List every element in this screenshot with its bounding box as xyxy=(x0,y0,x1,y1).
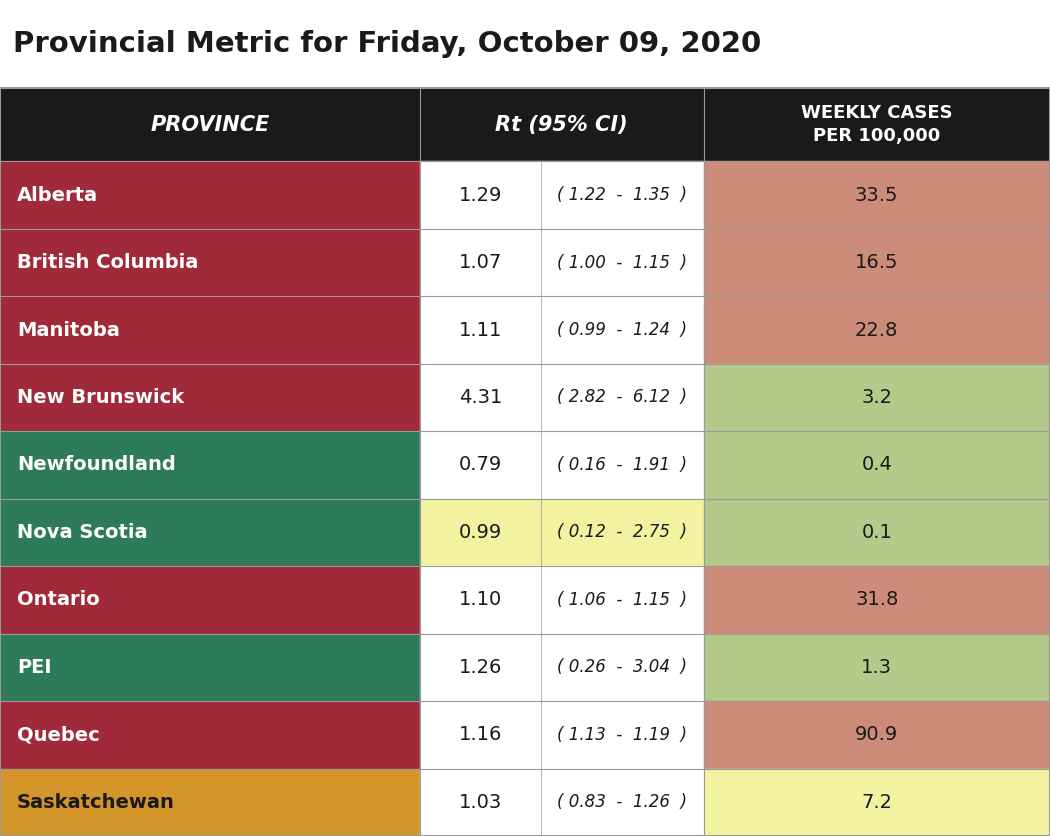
Text: 0.99: 0.99 xyxy=(459,522,502,542)
Bar xyxy=(704,498,1050,566)
Bar xyxy=(704,566,1050,634)
Bar xyxy=(0,634,420,701)
Text: 1.10: 1.10 xyxy=(459,590,502,609)
Bar xyxy=(541,364,704,431)
Bar xyxy=(541,634,704,701)
Bar xyxy=(420,364,541,431)
Text: ( 1.22  -  1.35  ): ( 1.22 - 1.35 ) xyxy=(558,186,687,204)
Text: 1.29: 1.29 xyxy=(459,186,502,205)
Text: PEI: PEI xyxy=(17,658,51,677)
Bar xyxy=(704,768,1050,836)
Text: 1.03: 1.03 xyxy=(459,793,502,812)
Bar xyxy=(0,364,420,431)
Text: 1.07: 1.07 xyxy=(459,253,502,272)
Text: 1.16: 1.16 xyxy=(459,726,502,744)
Text: ( 0.26  -  3.04  ): ( 0.26 - 3.04 ) xyxy=(558,658,687,676)
Bar xyxy=(0,296,420,364)
Text: Saskatchewan: Saskatchewan xyxy=(17,793,174,812)
Text: New Brunswick: New Brunswick xyxy=(17,388,184,407)
Bar xyxy=(420,229,541,296)
Text: 0.79: 0.79 xyxy=(459,456,502,475)
Text: Nova Scotia: Nova Scotia xyxy=(17,522,147,542)
Bar xyxy=(420,768,541,836)
Text: Rt (95% CI): Rt (95% CI) xyxy=(496,115,628,135)
Bar xyxy=(541,296,704,364)
Bar xyxy=(541,161,704,229)
Bar xyxy=(0,0,1050,88)
Text: ( 1.00  -  1.15  ): ( 1.00 - 1.15 ) xyxy=(558,253,687,272)
Text: 4.31: 4.31 xyxy=(459,388,502,407)
Text: ( 0.16  -  1.91  ): ( 0.16 - 1.91 ) xyxy=(558,456,687,474)
Text: 1.11: 1.11 xyxy=(459,320,502,339)
Bar xyxy=(420,161,541,229)
Bar xyxy=(420,634,541,701)
Bar xyxy=(0,498,420,566)
Bar xyxy=(541,768,704,836)
Bar xyxy=(704,364,1050,431)
Text: ( 1.06  -  1.15  ): ( 1.06 - 1.15 ) xyxy=(558,591,687,609)
Bar xyxy=(0,161,420,229)
Bar xyxy=(420,498,541,566)
Text: ( 1.13  -  1.19  ): ( 1.13 - 1.19 ) xyxy=(558,726,687,744)
Bar xyxy=(541,431,704,498)
Bar xyxy=(420,431,541,498)
Text: Manitoba: Manitoba xyxy=(17,320,120,339)
Text: 1.26: 1.26 xyxy=(459,658,502,677)
Text: 33.5: 33.5 xyxy=(855,186,899,205)
Bar xyxy=(541,498,704,566)
Bar xyxy=(0,88,1050,161)
Text: 31.8: 31.8 xyxy=(855,590,899,609)
Bar xyxy=(704,229,1050,296)
Text: Alberta: Alberta xyxy=(17,186,98,205)
Text: 1.3: 1.3 xyxy=(861,658,892,677)
Bar xyxy=(420,566,541,634)
Text: 16.5: 16.5 xyxy=(855,253,899,272)
Bar xyxy=(704,431,1050,498)
Text: British Columbia: British Columbia xyxy=(17,253,198,272)
Text: Quebec: Quebec xyxy=(17,726,100,744)
Text: 22.8: 22.8 xyxy=(855,320,899,339)
Bar xyxy=(704,296,1050,364)
Bar xyxy=(420,701,541,768)
Text: 0.4: 0.4 xyxy=(861,456,892,475)
Text: PROVINCE: PROVINCE xyxy=(150,115,270,135)
Bar xyxy=(704,634,1050,701)
Bar xyxy=(541,701,704,768)
Text: ( 2.82  -  6.12  ): ( 2.82 - 6.12 ) xyxy=(558,389,687,406)
Bar xyxy=(704,161,1050,229)
Bar xyxy=(541,229,704,296)
Text: WEEKLY CASES
PER 100,000: WEEKLY CASES PER 100,000 xyxy=(801,104,952,145)
Text: Provincial Metric for Friday, October 09, 2020: Provincial Metric for Friday, October 09… xyxy=(13,30,761,58)
Bar xyxy=(0,566,420,634)
Bar xyxy=(0,701,420,768)
Text: 0.1: 0.1 xyxy=(861,522,892,542)
Text: ( 0.99  -  1.24  ): ( 0.99 - 1.24 ) xyxy=(558,321,687,339)
Bar xyxy=(0,768,420,836)
Bar xyxy=(0,229,420,296)
Text: 3.2: 3.2 xyxy=(861,388,892,407)
Text: ( 0.83  -  1.26  ): ( 0.83 - 1.26 ) xyxy=(558,793,687,811)
Bar xyxy=(0,88,1050,836)
Bar xyxy=(541,566,704,634)
Text: 7.2: 7.2 xyxy=(861,793,892,812)
Text: Ontario: Ontario xyxy=(17,590,100,609)
Text: Newfoundland: Newfoundland xyxy=(17,456,175,475)
Bar xyxy=(420,296,541,364)
Bar xyxy=(0,431,420,498)
Text: 90.9: 90.9 xyxy=(855,726,899,744)
Bar xyxy=(704,701,1050,768)
Text: ( 0.12  -  2.75  ): ( 0.12 - 2.75 ) xyxy=(558,523,687,542)
